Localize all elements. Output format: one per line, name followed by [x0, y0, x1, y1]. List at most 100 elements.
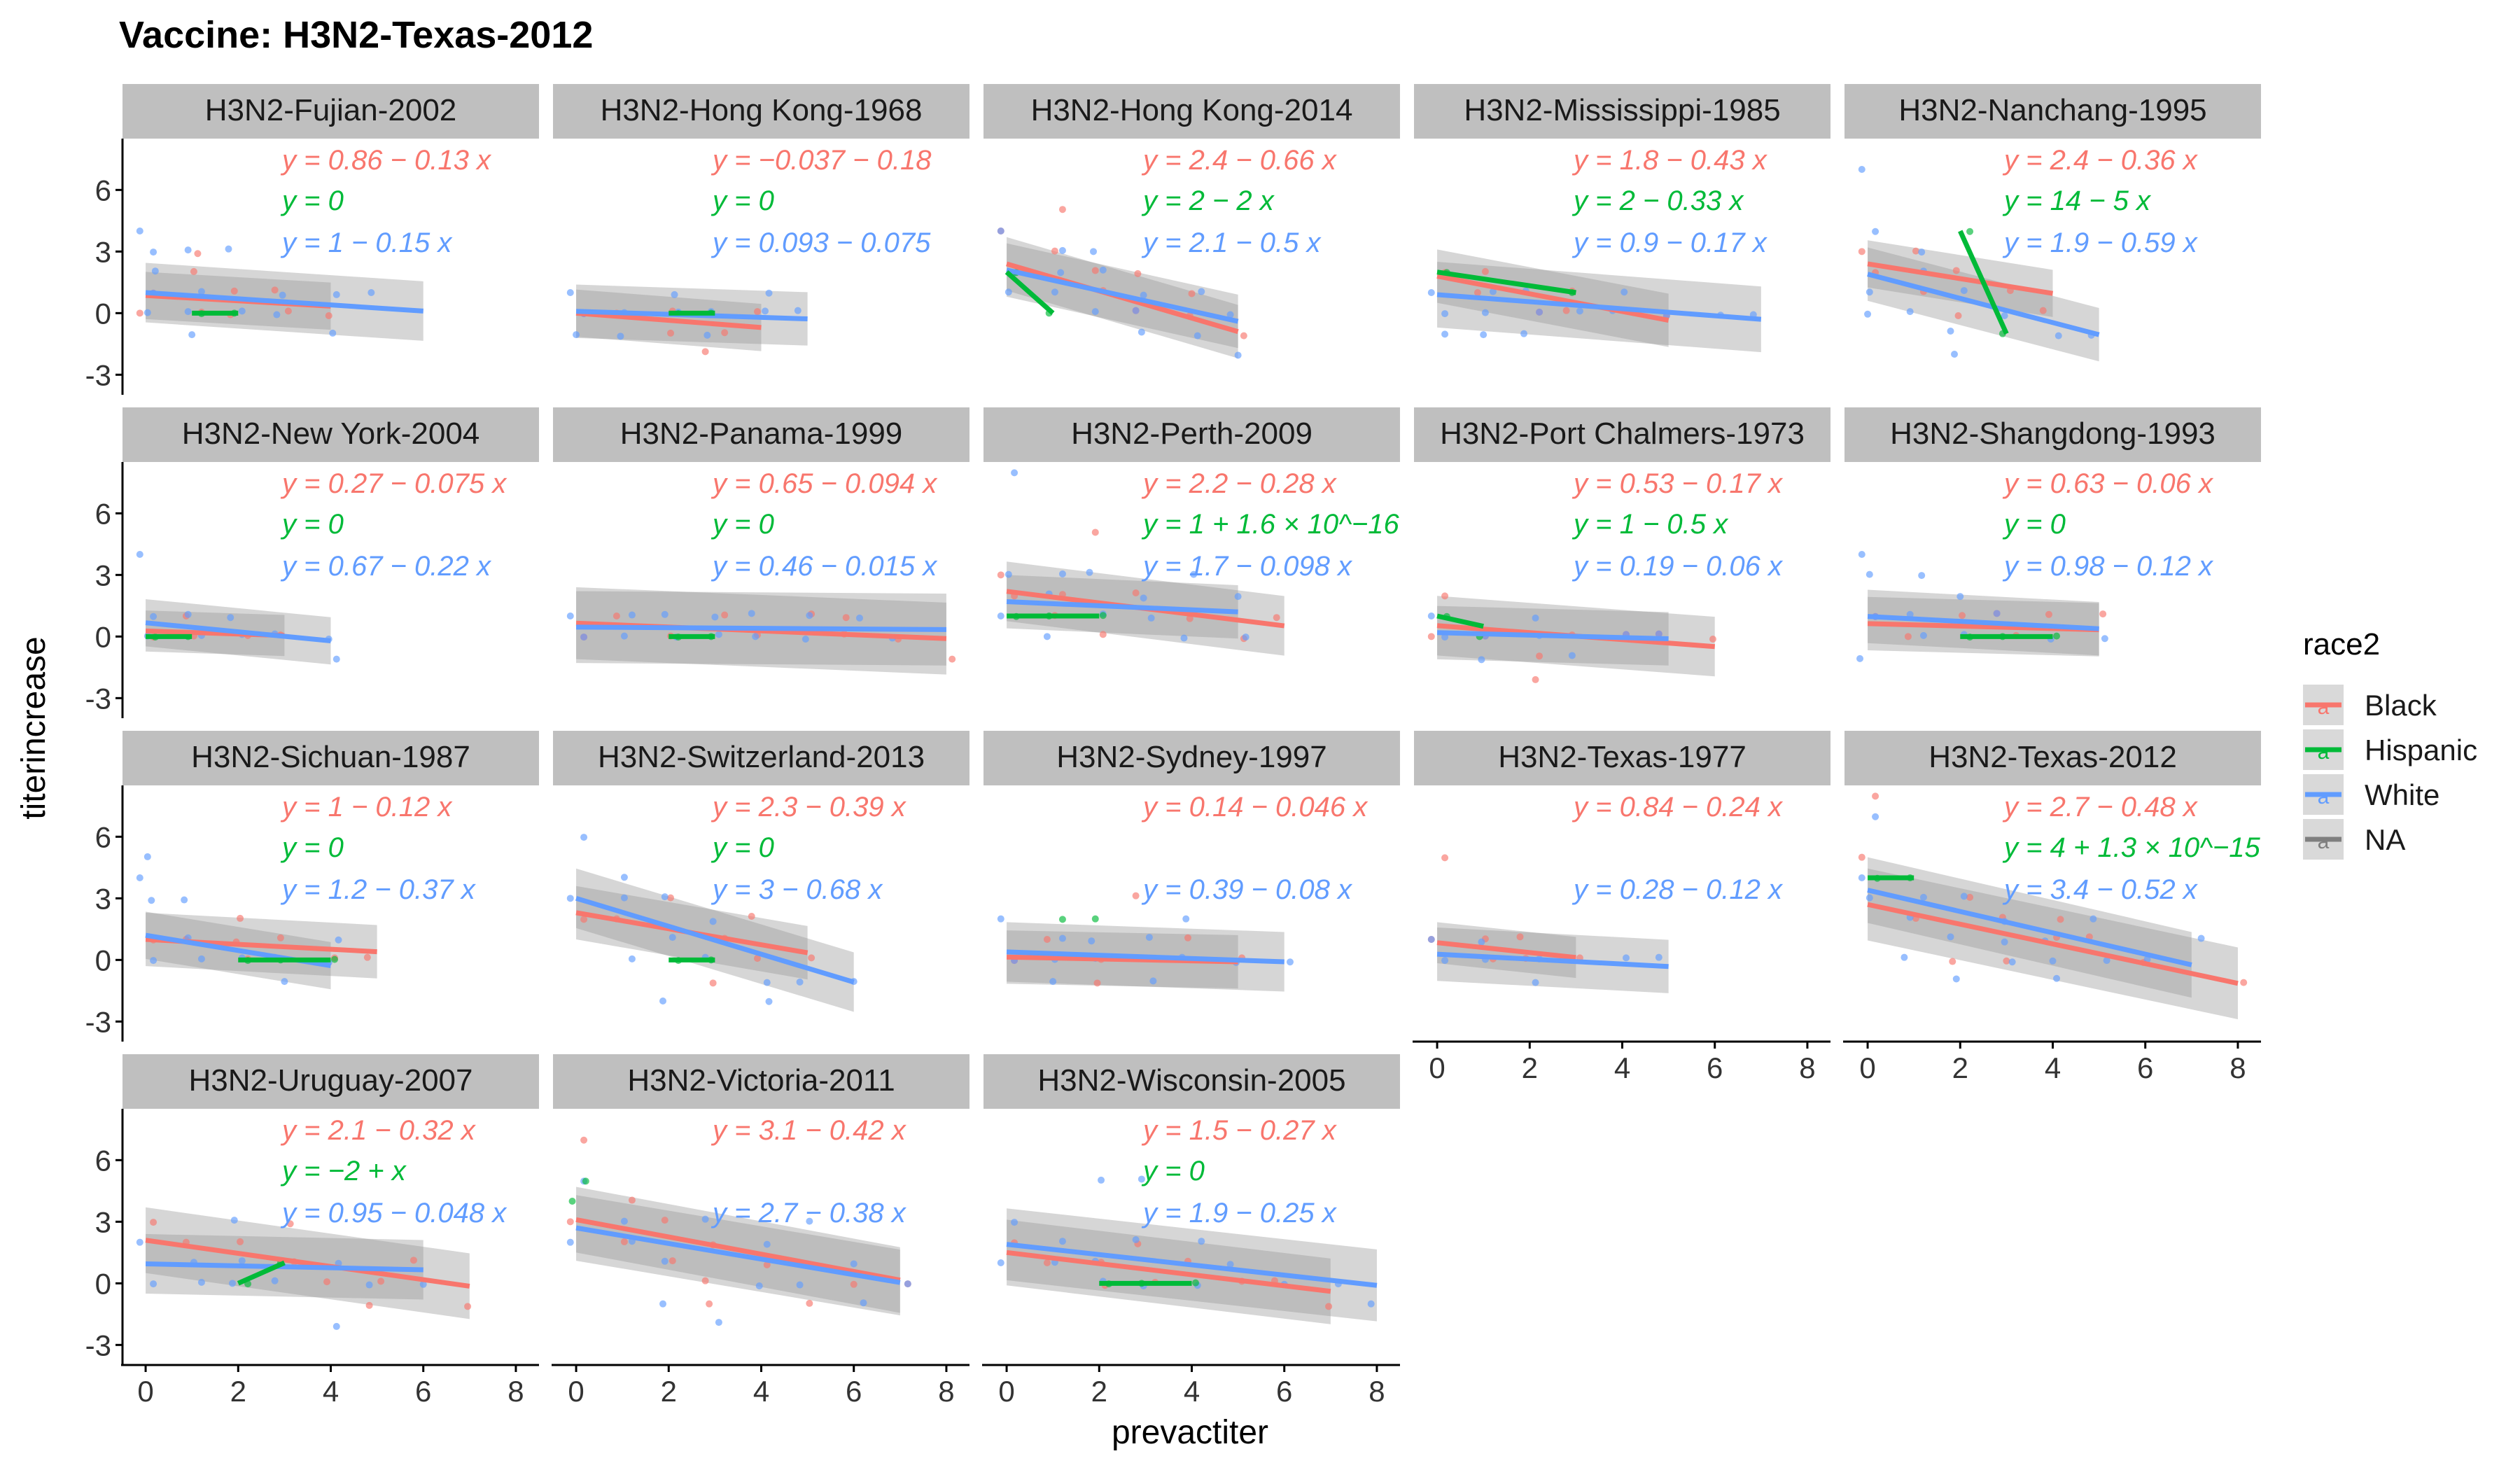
facet-panel: H3N2-Nanchang-1995 y = 2.4 − 0.36 x y = 14… [1844, 84, 2261, 362]
facet-strip [983, 407, 1400, 462]
data-point [365, 1281, 373, 1289]
data-point [230, 1217, 238, 1224]
data-point [1536, 308, 1544, 316]
regression-equation: y = 0 [280, 186, 344, 216]
regression-equation: y = 2 − 0.33 x [1572, 186, 1744, 216]
data-point [1058, 206, 1066, 214]
data-point [225, 245, 232, 253]
data-point [1090, 248, 1098, 255]
data-point [1099, 612, 1107, 620]
data-point [1441, 592, 1449, 600]
data-point [1058, 246, 1066, 254]
data-point [1960, 892, 1968, 900]
x-tick-label: 8 [507, 1375, 524, 1408]
data-point [136, 1238, 144, 1246]
data-point [997, 1259, 1004, 1266]
x-tick-label: 6 [846, 1375, 862, 1408]
data-point [850, 1260, 858, 1268]
data-point [855, 614, 863, 622]
data-point [566, 1218, 574, 1226]
regression-equation: y = 0.98 − 0.12 x [2002, 551, 2214, 582]
data-point [377, 1278, 385, 1285]
data-point [144, 853, 151, 860]
data-point [661, 610, 668, 618]
data-point [709, 918, 717, 925]
data-point [1140, 594, 1147, 602]
data-point [1186, 615, 1194, 622]
data-point [1427, 289, 1435, 296]
regression-line [1867, 272, 2100, 337]
data-point [1865, 894, 1873, 902]
data-point [1132, 307, 1140, 314]
regression-equation: y = 2 − 2 x [1141, 186, 1275, 216]
data-point [2039, 307, 2047, 314]
data-point [1951, 351, 1959, 358]
data-point [1959, 612, 1966, 620]
regression-equation: y = 0.19 − 0.06 x [1572, 551, 1784, 582]
data-point [1872, 227, 1879, 235]
data-point [144, 309, 151, 316]
regression-equation: y = 1 − 0.5 x [1572, 509, 1729, 540]
facet-title: H3N2-Sichuan-1987 [191, 740, 470, 774]
data-point [1864, 310, 1872, 318]
data-point [667, 894, 675, 902]
x-tick-label: 0 [1859, 1051, 1875, 1084]
data-point [997, 612, 1004, 620]
data-point [580, 916, 588, 923]
data-point [1234, 351, 1242, 359]
regression-equation: y = 0.46 − 0.015 x [710, 551, 938, 582]
data-point [566, 1238, 574, 1246]
regression-line [575, 1225, 901, 1285]
data-point [1011, 1219, 1018, 1226]
regression-equation: y = 0.84 − 0.24 x [1572, 792, 1784, 822]
y-tick-label: 3 [95, 1205, 111, 1238]
regression-equation: y = 0 [710, 186, 774, 216]
facet-strip [1414, 407, 1830, 462]
data-point [284, 307, 292, 315]
data-point [762, 307, 769, 315]
data-point [706, 1300, 713, 1308]
data-point [1481, 267, 1489, 275]
facet-title: H3N2-Switzerland-2013 [598, 740, 925, 774]
data-point [184, 610, 192, 618]
data-point [1004, 570, 1012, 578]
data-point [765, 289, 773, 297]
facet-panel: H3N2-Wisconsin-2005 y = 1.5 − 0.27 x y = 0… [982, 1054, 1400, 1408]
data-point [1480, 331, 1488, 339]
regression-equation: y = −0.037 − 0.18 [710, 145, 932, 176]
data-point [1872, 813, 1879, 820]
data-point [329, 329, 337, 337]
regression-line [237, 1260, 286, 1286]
data-point [1623, 954, 1630, 962]
data-point [997, 915, 1004, 923]
data-point [580, 1136, 588, 1144]
data-point [1532, 614, 1539, 622]
facet-panel: H3N2-Panama-1999 y = 0.65 − 0.094 x y = 0 y… [553, 407, 969, 675]
data-point [748, 913, 755, 920]
facet-title: H3N2-Hong Kong-2014 [1031, 93, 1353, 127]
y-tick-label: 0 [95, 944, 111, 976]
data-point [612, 612, 620, 620]
data-point [1993, 610, 2001, 617]
x-tick-label: 8 [1799, 1051, 1815, 1084]
y-tick-label: 3 [95, 882, 111, 915]
data-point [281, 978, 288, 986]
x-tick-label: 2 [1091, 1375, 1107, 1408]
x-tick-label: 2 [1522, 1051, 1538, 1084]
data-point [1091, 308, 1099, 316]
legend-title: race2 [2303, 627, 2380, 662]
data-point [2053, 632, 2061, 640]
regression-line [1958, 230, 2009, 335]
data-point [1441, 330, 1449, 338]
regression-line [1004, 270, 1055, 315]
data-point [1918, 248, 1926, 256]
facet-strip [553, 407, 969, 462]
regression-line [1006, 598, 1238, 615]
facet-panel: H3N2-Sydney-1997 y = 0.14 − 0.046 x y = 0.… [983, 731, 1400, 992]
facet-panel: H3N2-Texas-2012 y = 2.7 − 0.48 x y = 4 + 1… [1843, 731, 2261, 1084]
data-point [1478, 656, 1485, 664]
data-point [763, 1261, 771, 1268]
data-point [715, 1319, 722, 1326]
facet-title: H3N2-Panama-1999 [620, 416, 903, 451]
